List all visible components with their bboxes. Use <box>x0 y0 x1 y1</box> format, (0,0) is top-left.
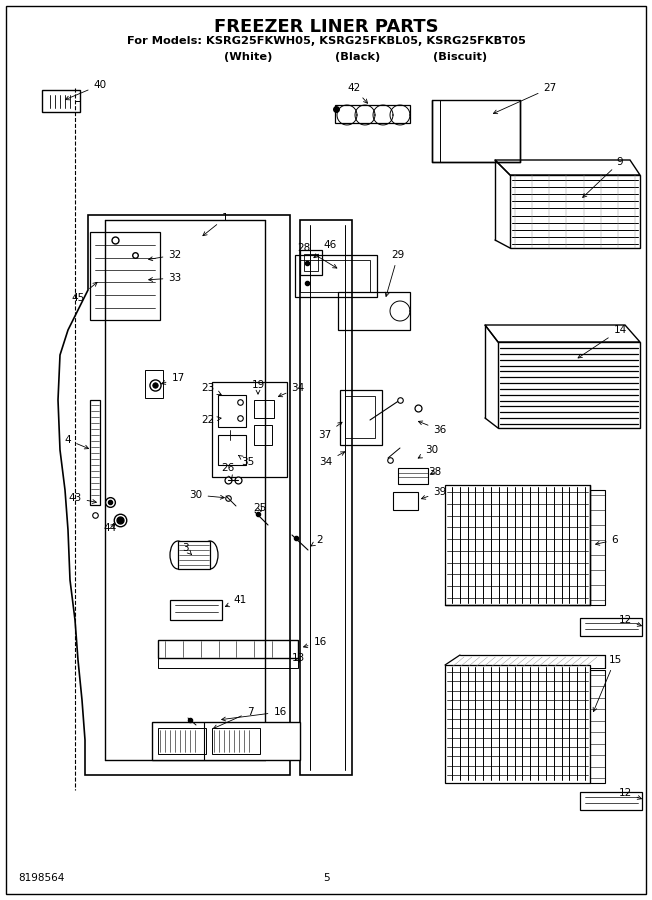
Bar <box>393 492 418 510</box>
Bar <box>300 250 322 275</box>
Text: 19: 19 <box>252 380 265 394</box>
Polygon shape <box>510 175 640 248</box>
Text: 30: 30 <box>418 445 439 458</box>
Text: 40: 40 <box>65 80 106 100</box>
Text: 29: 29 <box>385 250 405 296</box>
Text: 36: 36 <box>419 421 447 435</box>
Bar <box>212 382 287 477</box>
Text: 42: 42 <box>348 83 368 104</box>
Text: (Black): (Black) <box>335 52 381 62</box>
Text: 37: 37 <box>318 422 342 440</box>
Bar <box>300 220 352 775</box>
Bar <box>590 490 605 605</box>
Text: 6: 6 <box>596 535 618 545</box>
Text: 5: 5 <box>323 873 329 883</box>
Polygon shape <box>485 325 640 342</box>
Bar <box>145 370 163 398</box>
Text: 44: 44 <box>104 523 117 533</box>
Bar <box>218 395 246 427</box>
Polygon shape <box>90 232 160 320</box>
Bar <box>580 792 642 810</box>
Text: 32: 32 <box>149 250 182 261</box>
Bar <box>398 468 428 484</box>
Text: 16: 16 <box>304 637 327 648</box>
Text: For Models: KSRG25FKWH05, KSRG25FKBL05, KSRG25FKBT05: For Models: KSRG25FKWH05, KSRG25FKBL05, … <box>126 36 526 46</box>
Text: 46: 46 <box>314 240 336 257</box>
Text: 38: 38 <box>428 467 441 477</box>
Text: 34: 34 <box>278 383 304 397</box>
Bar <box>345 396 375 438</box>
Text: 14: 14 <box>578 325 627 358</box>
Bar <box>158 658 298 668</box>
Text: 26: 26 <box>222 463 235 479</box>
Text: 16: 16 <box>222 707 287 721</box>
Text: 35: 35 <box>239 455 255 467</box>
Text: 8198564: 8198564 <box>18 873 65 883</box>
Text: (White): (White) <box>224 52 272 62</box>
Bar <box>178 541 210 569</box>
Bar <box>338 292 410 330</box>
Bar <box>295 255 377 297</box>
Bar <box>152 722 300 760</box>
Text: 12: 12 <box>618 788 642 799</box>
Bar <box>304 254 318 271</box>
Bar <box>254 425 272 445</box>
Bar <box>158 728 206 754</box>
Polygon shape <box>58 215 290 775</box>
Text: (Biscuit): (Biscuit) <box>433 52 487 62</box>
Text: 2: 2 <box>311 535 323 546</box>
Bar <box>212 728 260 754</box>
Text: 7: 7 <box>213 707 254 729</box>
Bar <box>90 400 100 505</box>
Ellipse shape <box>202 541 218 569</box>
Bar <box>335 105 410 123</box>
Text: 17: 17 <box>162 373 185 384</box>
Text: 45: 45 <box>71 283 97 303</box>
Polygon shape <box>495 160 640 175</box>
Bar <box>580 618 642 636</box>
Bar <box>42 90 80 112</box>
Ellipse shape <box>170 541 186 569</box>
Bar <box>445 665 590 783</box>
Bar <box>340 390 382 445</box>
Text: 41: 41 <box>226 595 246 607</box>
Bar <box>445 485 590 605</box>
Text: 15: 15 <box>593 655 621 712</box>
Text: 34: 34 <box>319 452 345 467</box>
Bar <box>432 100 520 162</box>
Bar <box>218 435 246 465</box>
Text: 28: 28 <box>297 243 337 268</box>
Text: 22: 22 <box>201 415 221 425</box>
Text: 25: 25 <box>254 503 267 513</box>
Text: 4: 4 <box>65 435 89 449</box>
Text: 12: 12 <box>618 615 642 626</box>
Text: 30: 30 <box>190 490 224 500</box>
Text: FREEZER LINER PARTS: FREEZER LINER PARTS <box>214 18 438 36</box>
Text: 33: 33 <box>149 273 182 283</box>
Polygon shape <box>498 342 640 428</box>
Text: 9: 9 <box>583 157 623 197</box>
Text: 1: 1 <box>203 213 228 236</box>
Bar <box>300 260 370 292</box>
Text: 27: 27 <box>494 83 557 113</box>
Text: 39: 39 <box>421 487 447 500</box>
Text: 13: 13 <box>291 653 304 663</box>
Bar <box>590 670 605 783</box>
Text: 23: 23 <box>201 383 221 394</box>
Text: 3: 3 <box>182 543 192 554</box>
Bar <box>254 400 274 418</box>
Bar <box>158 640 298 658</box>
Bar <box>170 600 222 620</box>
Text: 43: 43 <box>68 493 96 503</box>
